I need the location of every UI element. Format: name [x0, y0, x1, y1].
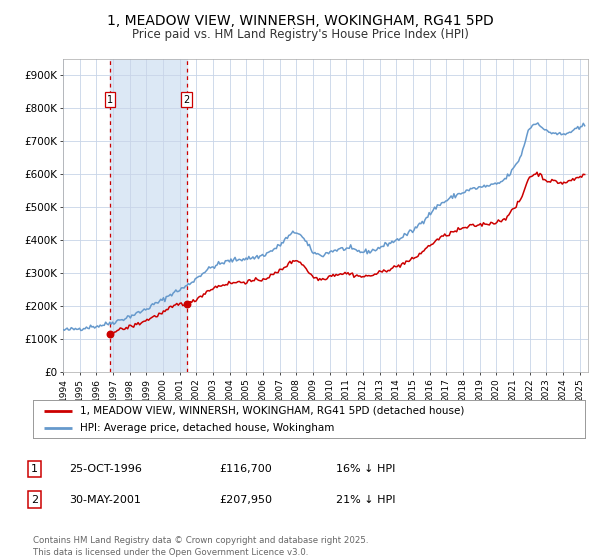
- Text: 2: 2: [31, 494, 38, 505]
- Text: 1: 1: [107, 95, 113, 105]
- Text: 1, MEADOW VIEW, WINNERSH, WOKINGHAM, RG41 5PD (detached house): 1, MEADOW VIEW, WINNERSH, WOKINGHAM, RG4…: [80, 405, 464, 416]
- Text: 1, MEADOW VIEW, WINNERSH, WOKINGHAM, RG41 5PD: 1, MEADOW VIEW, WINNERSH, WOKINGHAM, RG4…: [107, 14, 493, 28]
- Text: £207,950: £207,950: [219, 494, 272, 505]
- Text: 16% ↓ HPI: 16% ↓ HPI: [336, 464, 395, 474]
- Text: £116,700: £116,700: [219, 464, 272, 474]
- Point: [182, 299, 191, 308]
- Point: [105, 329, 115, 338]
- Text: 21% ↓ HPI: 21% ↓ HPI: [336, 494, 395, 505]
- Text: 25-OCT-1996: 25-OCT-1996: [69, 464, 142, 474]
- Text: HPI: Average price, detached house, Wokingham: HPI: Average price, detached house, Woki…: [80, 423, 334, 433]
- Text: 2: 2: [184, 95, 190, 105]
- Text: 1: 1: [31, 464, 38, 474]
- Bar: [110, 59, 187, 372]
- Text: 30-MAY-2001: 30-MAY-2001: [69, 494, 141, 505]
- Text: Price paid vs. HM Land Registry's House Price Index (HPI): Price paid vs. HM Land Registry's House …: [131, 28, 469, 41]
- Text: Contains HM Land Registry data © Crown copyright and database right 2025.
This d: Contains HM Land Registry data © Crown c…: [33, 536, 368, 557]
